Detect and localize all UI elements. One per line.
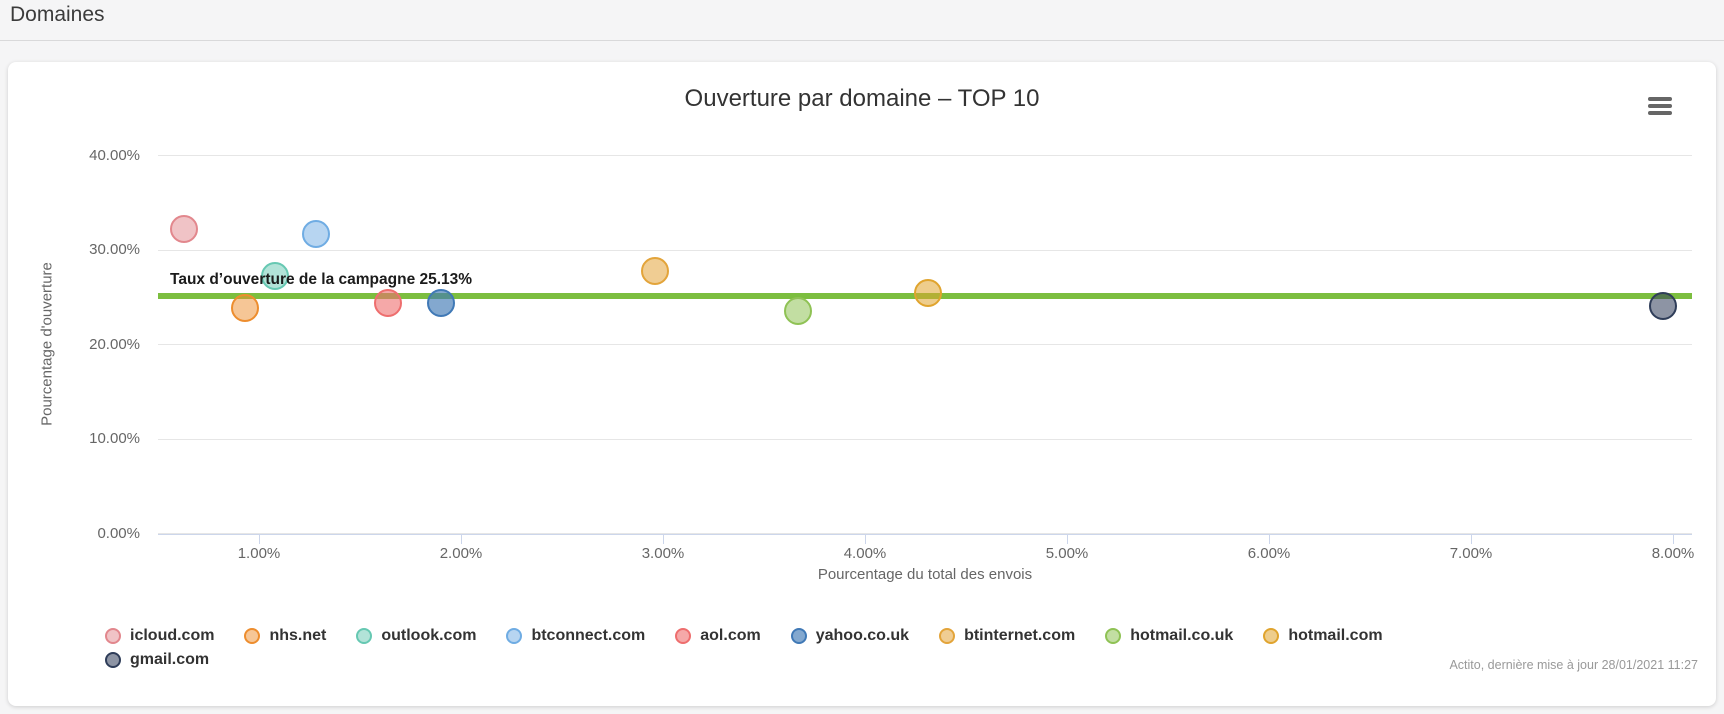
bubble-outlook.com[interactable] <box>261 262 290 291</box>
legend-label: gmail.com <box>130 651 210 668</box>
y-axis-title: Pourcentage d'ouverture <box>38 262 56 426</box>
legend-marker-icon <box>244 628 261 644</box>
legend-label: outlook.com <box>381 627 477 644</box>
legend-marker-icon <box>356 628 373 644</box>
bubble-hotmail.com[interactable] <box>913 279 942 308</box>
bubble-aol.com[interactable] <box>374 288 403 317</box>
x-axis-title: Pourcentage du total des envois <box>817 566 1033 583</box>
legend-item-btconnect.com[interactable]: btconnect.com <box>506 624 645 648</box>
plot-line-label: Taux d’ouverture de la campagne 25.13% <box>170 271 473 288</box>
header-divider <box>0 40 1724 41</box>
legend-label: btconnect.com <box>531 627 646 644</box>
bubble-btinternet.com[interactable] <box>640 256 669 285</box>
legend-marker-icon <box>105 628 121 644</box>
hamburger-menu-icon <box>1648 104 1672 108</box>
page-title: Domaines <box>10 3 105 26</box>
legend-item-yahoo.co.uk[interactable]: yahoo.co.uk <box>790 624 910 648</box>
legend-item-outlook.com[interactable]: outlook.com <box>356 624 476 648</box>
legend-item-gmail.com[interactable]: gmail.com <box>105 648 209 672</box>
legend-label: hotmail.co.uk <box>1130 627 1234 644</box>
legend-item-btinternet.com[interactable]: btinternet.com <box>939 624 1075 648</box>
legend-item-icloud.com[interactable]: icloud.com <box>105 624 214 648</box>
hamburger-menu-icon <box>1648 111 1672 115</box>
bubble-gmail.com[interactable] <box>1648 291 1677 320</box>
bubble-btconnect.com[interactable] <box>301 219 330 248</box>
chart-export-menu-button[interactable] <box>1646 92 1676 120</box>
legend-label: yahoo.co.uk <box>815 627 910 644</box>
legend-label: aol.com <box>700 627 761 644</box>
legend-marker-icon <box>105 652 121 668</box>
legend-marker-icon <box>790 628 807 644</box>
legend-label: btinternet.com <box>964 627 1076 644</box>
legend-item-nhs.net[interactable]: nhs.net <box>244 624 326 648</box>
chart-title: Ouverture par domaine – TOP 10 <box>684 85 1040 112</box>
legend-item-hotmail.com[interactable]: hotmail.com <box>1263 624 1383 648</box>
hamburger-menu-icon <box>1648 97 1672 101</box>
bubble-nhs.net[interactable] <box>230 293 259 322</box>
legend-marker-icon <box>1263 628 1280 644</box>
legend-label: hotmail.com <box>1288 627 1383 644</box>
bubble-yahoo.co.uk[interactable] <box>426 288 455 317</box>
legend-label: nhs.net <box>269 627 327 644</box>
bubble-icloud.com[interactable] <box>170 215 199 244</box>
legend-marker-icon <box>675 628 692 644</box>
chart-legend: icloud.com nhs.net outlook.com btconnect.co… <box>105 624 1505 672</box>
legend-marker-icon <box>1105 628 1122 644</box>
chart-card <box>8 62 1716 706</box>
bubble-hotmail.co.uk[interactable] <box>784 297 813 326</box>
credit-text: Actito, dernière mise à jour 28/01/2021 … <box>1449 658 1698 672</box>
legend-label: icloud.com <box>130 627 215 644</box>
legend-marker-icon <box>506 628 523 644</box>
legend-item-aol.com[interactable]: aol.com <box>675 624 761 648</box>
legend-item-hotmail.co.uk[interactable]: hotmail.co.uk <box>1105 624 1233 648</box>
legend-marker-icon <box>939 628 956 644</box>
